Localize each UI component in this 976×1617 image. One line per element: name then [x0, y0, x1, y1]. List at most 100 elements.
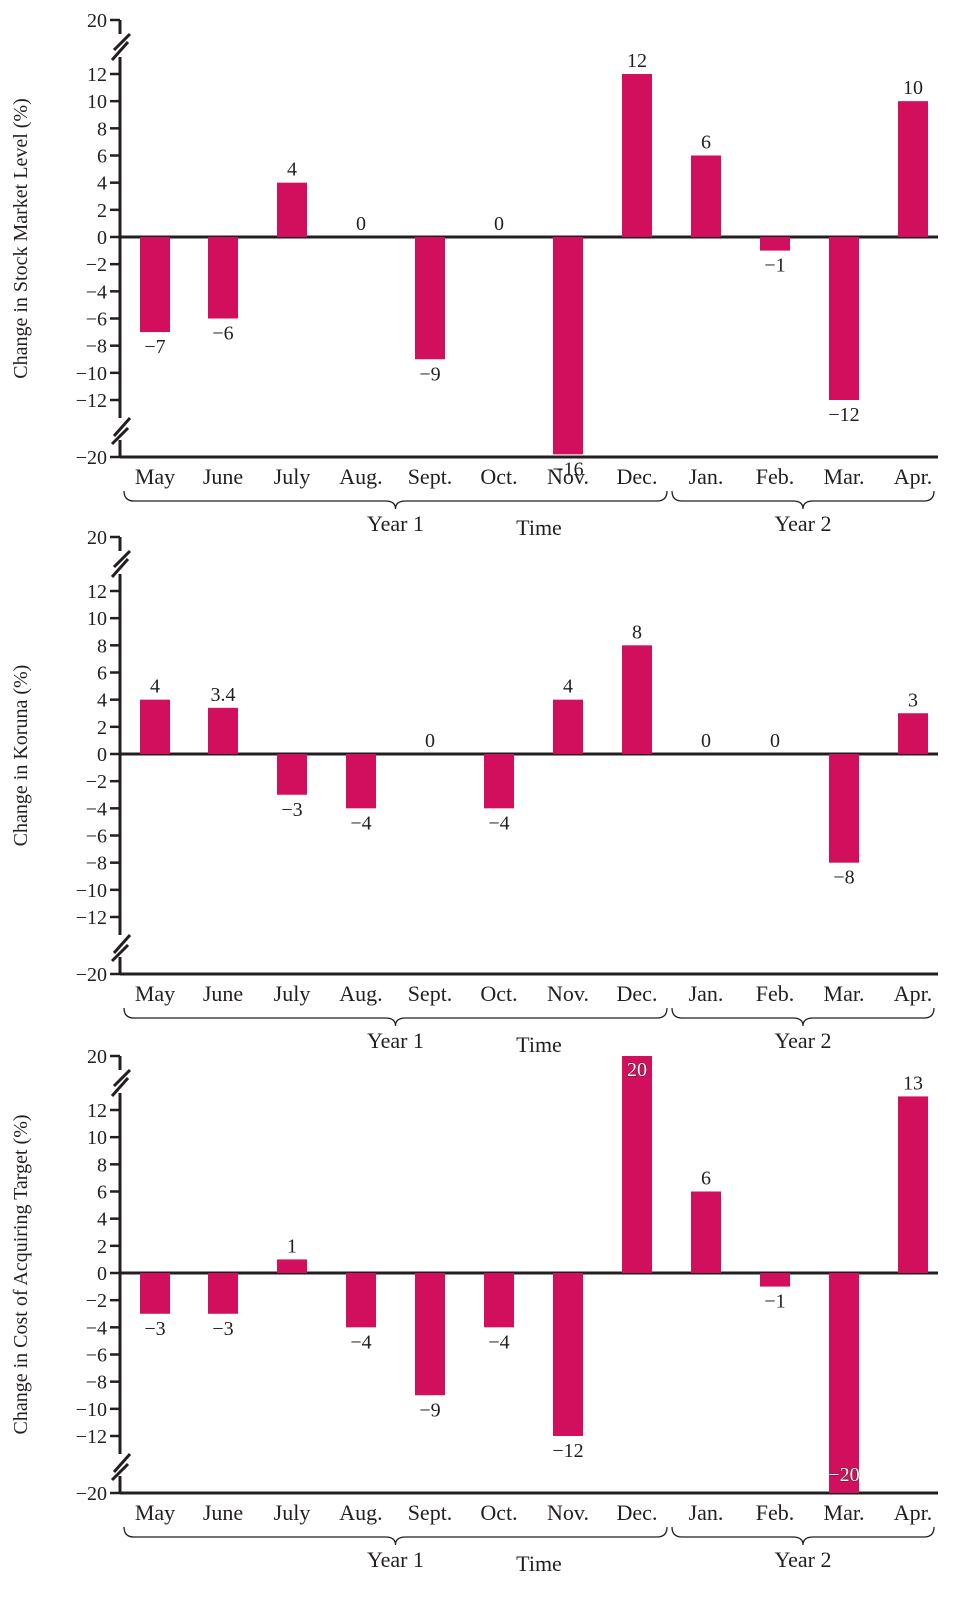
x-tick-label: Nov. [547, 464, 589, 489]
y-tick-label: 2 [97, 200, 107, 222]
x-tick-label: Dec. [617, 981, 658, 1006]
year-brace-1 [671, 490, 935, 510]
bar-1 [208, 1273, 238, 1314]
data-label-0: −3 [144, 1318, 165, 1340]
x-tick-label: Aug. [339, 981, 382, 1006]
y-tick-label: −4 [86, 798, 107, 820]
axis-break-top [110, 1068, 132, 1097]
bar-6 [553, 699, 583, 754]
x-tick-label: Mar. [824, 1500, 865, 1525]
data-label-5: −4 [488, 1331, 509, 1353]
y-tick-label: 6 [97, 1182, 107, 1204]
y-tick-label: −8 [86, 853, 107, 875]
y-tick-label: −20 [76, 447, 107, 469]
x-tick-label: Oct. [480, 981, 517, 1006]
y-tick-label: 6 [97, 663, 107, 685]
bar-10 [829, 1273, 859, 1493]
x-tick-label: Feb. [756, 981, 795, 1006]
data-label-4: −9 [419, 1399, 440, 1421]
axis-break-bottom [110, 1453, 132, 1482]
bar-7 [622, 645, 652, 754]
year-group-label: Year 1 [367, 511, 424, 536]
bar-6 [553, 237, 583, 455]
y-tick-label: 0 [97, 227, 107, 249]
x-axis-title: Time [516, 1551, 562, 1576]
bar-0 [140, 699, 170, 754]
x-tick-label: Nov. [547, 1500, 589, 1525]
y-tick-label: −8 [86, 1372, 107, 1394]
year-group-label: Year 1 [367, 1028, 424, 1053]
bar-1 [208, 237, 238, 319]
y-tick-label: −10 [76, 880, 107, 902]
year-brace-0 [123, 490, 668, 510]
x-axis-title: Time [516, 1032, 562, 1057]
y-tick-label: −6 [86, 1345, 107, 1367]
bar-5 [484, 754, 514, 809]
bar-7 [622, 74, 652, 237]
data-label-9: −1 [764, 1291, 785, 1313]
data-label-1: −3 [212, 1318, 233, 1340]
y-tick-label: 8 [97, 635, 107, 657]
x-tick-label: Apr. [894, 464, 933, 489]
data-label-2: −3 [281, 799, 302, 821]
bar-11 [898, 101, 928, 238]
y-tick-label: −8 [86, 336, 107, 358]
chart-panel-koruna: Change in Koruna (%)20121086420−2−4−6−8−… [10, 527, 938, 1057]
y-tick-label: −12 [76, 390, 107, 412]
x-tick-label: July [274, 1500, 311, 1525]
bar-6 [553, 1273, 583, 1436]
x-tick-label: Dec. [617, 464, 658, 489]
bar-1 [208, 707, 238, 754]
data-label-1: −6 [212, 323, 233, 345]
bar-4 [415, 1273, 445, 1396]
data-label-1: 3.4 [211, 684, 236, 706]
data-label-7: 20 [627, 1059, 647, 1081]
x-tick-label: Jan. [689, 464, 724, 489]
data-label-6: −16 [552, 458, 583, 480]
data-label-2: 1 [287, 1235, 297, 1257]
y-tick-label: −4 [86, 1317, 107, 1339]
bar-11 [898, 1096, 928, 1273]
y-tick-label: 0 [97, 1263, 107, 1285]
x-tick-label: May [135, 464, 175, 489]
axis-break-bottom [110, 417, 132, 446]
x-tick-label: Mar. [824, 981, 865, 1006]
y-tick-label: −20 [76, 964, 107, 986]
data-label-6: −12 [552, 1440, 583, 1462]
y-tick-label: −6 [86, 826, 107, 848]
y-tick-label: −10 [76, 1399, 107, 1421]
chart-panel-stock-market: Change in Stock Market Level (%)20121086… [10, 10, 938, 540]
y-tick-label: 2 [97, 717, 107, 739]
x-tick-label: June [203, 981, 243, 1006]
data-label-2: 4 [287, 159, 297, 181]
bar-10 [829, 237, 859, 400]
data-label-4: 0 [425, 730, 435, 752]
axis-break-top [110, 32, 132, 61]
y-tick-label: 10 [87, 91, 107, 113]
axis-break-bottom [110, 934, 132, 963]
y-tick-label: −2 [86, 771, 107, 793]
bar-3 [346, 1273, 376, 1328]
data-label-11: 3 [908, 689, 918, 711]
y-tick-label: 8 [97, 1154, 107, 1176]
x-tick-label: Sept. [408, 464, 453, 489]
bar-3 [346, 754, 376, 809]
data-label-4: −9 [419, 363, 440, 385]
data-label-9: 0 [770, 730, 780, 752]
x-tick-label: Oct. [480, 464, 517, 489]
bar-5 [484, 1273, 514, 1328]
y-tick-label: 12 [87, 581, 107, 603]
data-label-6: 4 [563, 676, 573, 698]
bar-2 [277, 1259, 307, 1273]
y-axis-title: Change in Cost of Acquiring Target (%) [10, 1114, 32, 1434]
year-group-label: Year 2 [774, 1028, 831, 1053]
axis-break-top [110, 549, 132, 578]
x-tick-label: June [203, 1500, 243, 1525]
x-tick-label: Jan. [689, 981, 724, 1006]
data-label-3: 0 [356, 213, 366, 235]
data-label-9: −1 [764, 255, 785, 277]
y-tick-label: −12 [76, 907, 107, 929]
x-tick-label: Apr. [894, 981, 933, 1006]
data-label-3: −4 [350, 1331, 371, 1353]
y-tick-label: 6 [97, 146, 107, 168]
